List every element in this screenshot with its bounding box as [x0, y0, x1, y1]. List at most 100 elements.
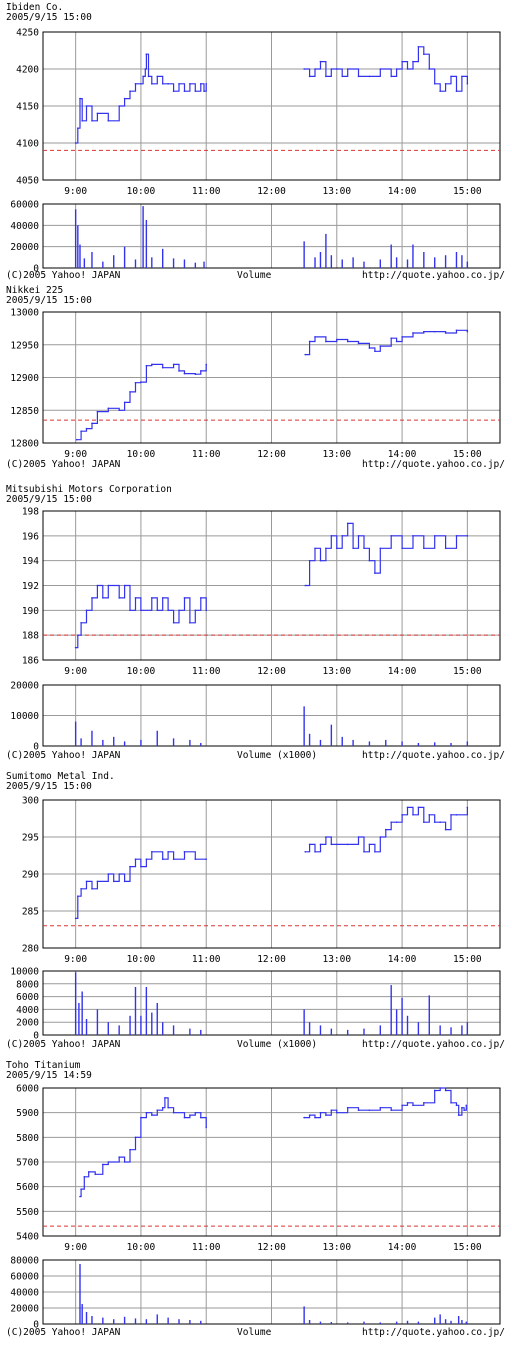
price-y-tick-label: 198 [22, 507, 39, 518]
price-point [194, 609, 197, 612]
price-point [466, 535, 469, 537]
price-y-tick-label: 295 [22, 833, 39, 844]
price-point [183, 90, 186, 92]
volume-frame [42, 970, 501, 1036]
price-y-tick-label: 300 [22, 796, 39, 807]
x-tick-label: 14:00 [388, 449, 417, 460]
x-tick-label: 9:00 [64, 449, 87, 460]
chart-title: Toho Titanium [6, 1060, 81, 1071]
price-point [151, 597, 153, 599]
price-point [140, 83, 142, 85]
x-tick-label: 11:00 [192, 954, 221, 965]
x-tick-label: 10:00 [127, 666, 156, 677]
price-point [401, 1104, 403, 1107]
copyright-text: (C)2005 Yahoo! JAPAN [6, 750, 121, 761]
price-point [412, 60, 414, 63]
price-point [140, 609, 142, 612]
price-point [118, 1156, 120, 1158]
price-point [406, 68, 409, 70]
price-point [379, 836, 382, 838]
price-point [444, 547, 447, 550]
price-point [199, 597, 202, 599]
source-url: http://quote.yahoo.co.jp/ [362, 750, 505, 761]
price-point [368, 1109, 371, 1111]
price-point [346, 1106, 349, 1109]
price-point [433, 330, 436, 333]
price-point [417, 46, 420, 48]
price-point [330, 1109, 333, 1111]
price-point [199, 370, 202, 372]
price-point [335, 843, 338, 846]
price-point [107, 1161, 110, 1163]
price-point [406, 1102, 409, 1104]
price-point [368, 347, 371, 349]
price-point [145, 1111, 148, 1114]
price-point [304, 584, 307, 587]
price-point [314, 68, 316, 70]
price-point [140, 865, 142, 868]
price-y-tick-label: 194 [22, 556, 39, 567]
price-point [314, 1116, 316, 1119]
price-point [412, 1104, 414, 1107]
price-point [77, 634, 79, 636]
price-y-tick-label: 4100 [16, 139, 39, 150]
volume-panel [42, 1259, 501, 1325]
volume-y-tick-label: 20000 [10, 681, 39, 692]
price-point [178, 83, 180, 85]
volume-y-tick-label: 20000 [10, 1304, 39, 1315]
x-tick-label: 9:00 [64, 666, 87, 677]
price-y-tick-label: 13000 [10, 308, 39, 319]
price-point [123, 1161, 126, 1163]
price-y-tick-label: 190 [22, 606, 39, 617]
price-point [330, 68, 333, 70]
price-point [412, 535, 414, 537]
price-point [205, 83, 208, 85]
price-point [205, 609, 208, 612]
price-point [183, 597, 186, 599]
price-point [308, 1114, 311, 1116]
price-point [379, 547, 382, 550]
price-point [314, 547, 316, 550]
price-y-tick-label: 5900 [16, 1108, 39, 1119]
price-point [363, 851, 365, 853]
price-point [83, 1176, 86, 1178]
chart-title: Mitsubishi Motors Corporation [6, 484, 172, 495]
x-tick-label: 14:00 [388, 954, 417, 965]
price-point [401, 814, 403, 816]
x-tick-label: 12:00 [257, 186, 286, 197]
price-point [319, 60, 322, 63]
price-point [379, 68, 382, 70]
price-panel [42, 1087, 501, 1237]
price-point [107, 120, 110, 122]
price-point [314, 851, 316, 853]
price-point [189, 83, 191, 85]
price-point [81, 120, 83, 122]
volume-panel [42, 684, 501, 747]
x-tick-label: 11:00 [192, 449, 221, 460]
price-point [461, 75, 463, 78]
copyright-text: (C)2005 Yahoo! JAPAN [6, 1327, 121, 1338]
price-point [346, 68, 349, 70]
chart-title: Sumitomo Metal Ind. [6, 771, 115, 782]
price-y-tick-label: 196 [22, 531, 39, 542]
chart-timestamp: 2005/9/15 15:00 [6, 781, 92, 792]
price-y-tick-label: 4250 [16, 28, 39, 39]
x-tick-label: 13:00 [322, 449, 351, 460]
price-point [466, 806, 469, 809]
price-point [145, 364, 148, 367]
price-point [156, 75, 159, 78]
price-point [91, 120, 93, 122]
price-point [80, 1188, 82, 1190]
price-point [134, 858, 137, 860]
price-y-tick-label: 4150 [16, 102, 39, 113]
source-url: http://quote.yahoo.co.jp/ [362, 1327, 505, 1338]
price-y-tick-label: 285 [22, 907, 39, 918]
price-point [140, 381, 142, 383]
x-tick-label: 14:00 [388, 1242, 417, 1253]
price-point [428, 68, 431, 70]
x-tick-label: 10:00 [127, 954, 156, 965]
volume-y-tick-label: 0 [33, 742, 39, 753]
price-point [96, 112, 99, 115]
copyright-text: (C)2005 Yahoo! JAPAN [6, 270, 121, 281]
